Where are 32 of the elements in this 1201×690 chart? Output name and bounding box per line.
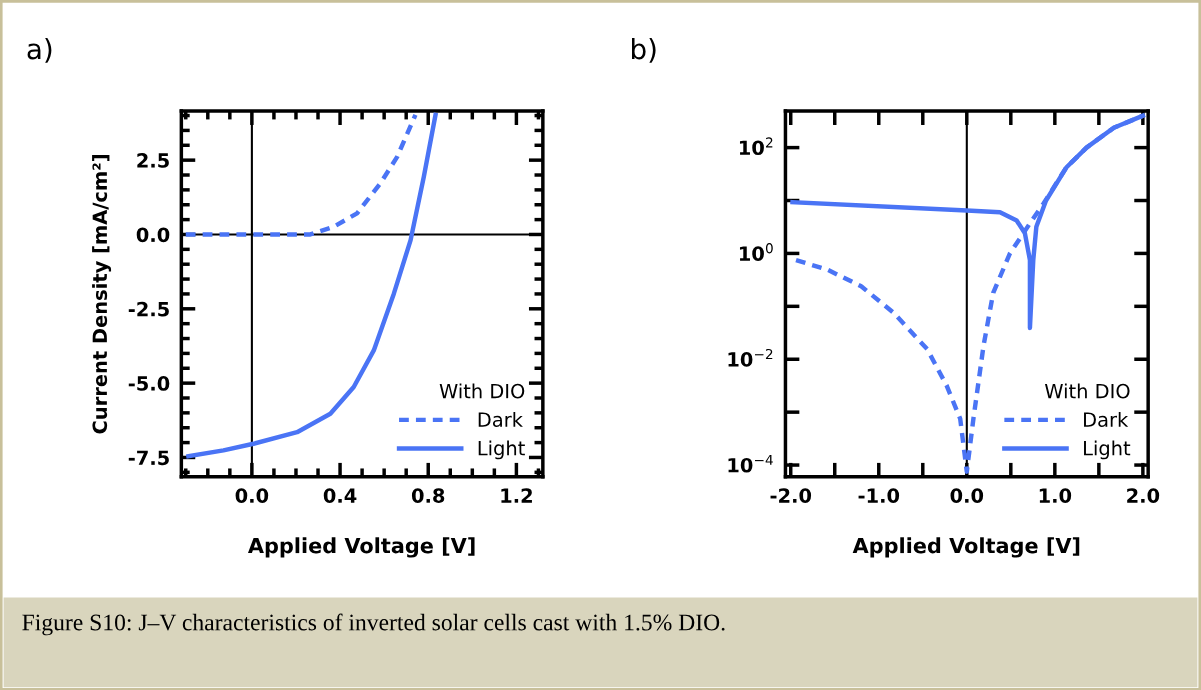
x-tick-label: 0.4 (323, 488, 357, 503)
x-tick-label: 0.0 (235, 488, 269, 503)
line-series (186, 112, 438, 459)
legend-label: Dark (478, 411, 523, 427)
y-tick-label: -5.0 (128, 376, 170, 391)
y-tick-label: 10$^{−4}$ (728, 454, 773, 473)
x-tick-label: 0.0 (950, 488, 984, 503)
text: a) (27, 37, 52, 63)
legend-label: Dark (1084, 411, 1129, 427)
y-tick-label: -7.5 (128, 450, 169, 466)
legend-title: With DIO (1044, 383, 1130, 399)
y-axis-title: Current Density [mA/cm²] (92, 155, 112, 434)
caption: Figure S10: J–V characteristics of inverted solar cells cast with 1.5% DIO. (22, 613, 725, 636)
legend-label: Light (1084, 440, 1131, 460)
y-tick-label: -2.5 (128, 301, 169, 317)
line-series (183, 112, 418, 237)
x-tick-label: -1.0 (858, 488, 900, 503)
x-tick-label: -2.0 (770, 488, 812, 503)
x-tick-label: 0.8 (411, 488, 445, 503)
legend-title: With DIO (439, 383, 525, 399)
y-tick-label: 10$^{0}$ (739, 243, 773, 261)
text: b) (632, 37, 656, 63)
y-tick-label: 0.0 (136, 227, 170, 243)
y-tick-label: 2.5 (137, 153, 169, 168)
x-tick-label: 1.2 (501, 488, 532, 503)
legend-label: Light (478, 440, 525, 460)
x-tick-label: 1.0 (1039, 488, 1072, 503)
y-tick-label: 10$^{2}$ (739, 137, 773, 156)
x-tick-label: 2.0 (1127, 488, 1160, 503)
x-axis-title: Applied Voltage [V] (247, 537, 475, 558)
x-axis-title: Applied Voltage [V] (852, 537, 1080, 558)
y-tick-label: 10$^{−2}$ (728, 348, 773, 367)
